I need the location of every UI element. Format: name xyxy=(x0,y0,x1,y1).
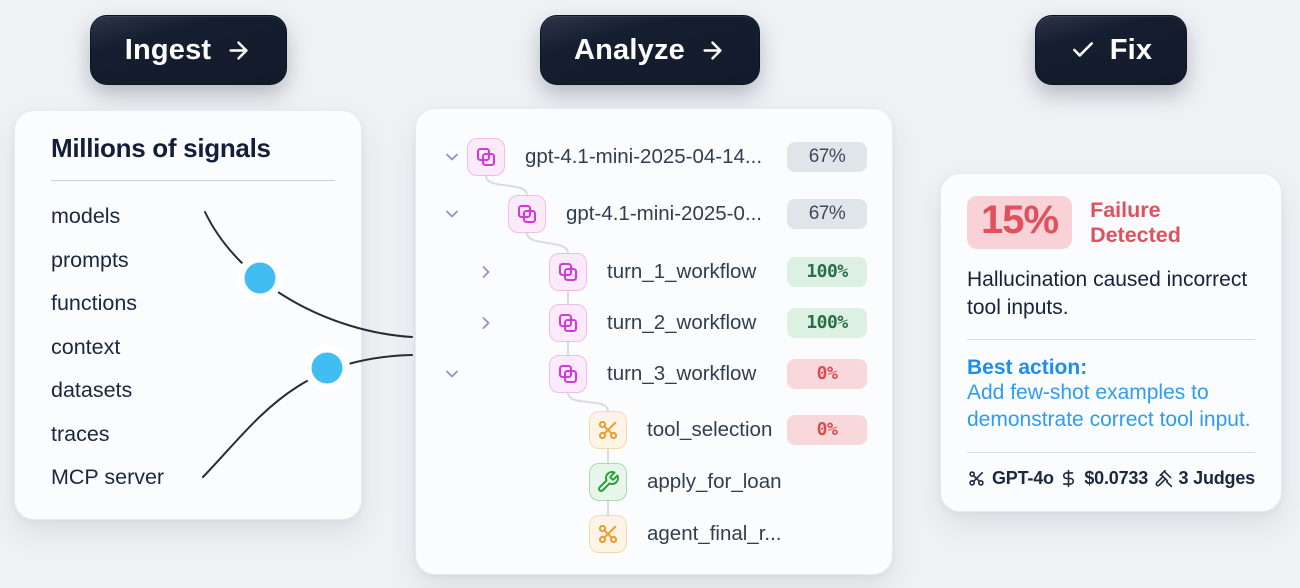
score-badge: 0% xyxy=(787,415,867,445)
branch-icon xyxy=(969,471,984,486)
failure-meta-row: GPT-4o $0.0733 3 Judges xyxy=(967,468,1255,489)
trace-tree-card: gpt-4.1-mini-2025-04-14... 67% gpt-4.1-m… xyxy=(415,108,893,575)
best-action-label: Best action: xyxy=(967,356,1088,380)
branch-icon xyxy=(589,515,627,553)
arrow-right-icon xyxy=(699,37,726,64)
signal-item-datasets: datasets xyxy=(51,378,133,402)
score-badge: 67% xyxy=(787,142,867,172)
tree-row[interactable]: gpt-4.1-mini-2025-04-14... 67% xyxy=(416,131,892,183)
failure-percent-badge: 15% xyxy=(967,196,1073,249)
tree-node-label: gpt-4.1-mini-2025-04-14... xyxy=(525,145,763,168)
score-badge: 100% xyxy=(787,308,867,338)
divider xyxy=(967,452,1255,454)
best-action-text: Add few-shot examples to demonstrate cor… xyxy=(967,381,1251,432)
signal-item-mcp-server: MCP server xyxy=(51,465,165,489)
score-badge: 100% xyxy=(787,257,867,287)
wrench-icon xyxy=(589,463,627,501)
signal-item-context: context xyxy=(51,334,121,359)
gavel-icon xyxy=(1155,469,1172,488)
tree-node-label: turn_3_workflow xyxy=(607,362,757,385)
signal-item-models: models xyxy=(51,204,121,228)
tree-row[interactable]: agent_final_r... xyxy=(416,508,892,560)
chevron-down-icon[interactable] xyxy=(442,147,462,167)
model-chip: GPT-4o xyxy=(967,468,1054,489)
tree-node-label: agent_final_r... xyxy=(647,522,782,545)
ingest-button[interactable]: Ingest xyxy=(90,15,287,85)
workflow-copy-icon xyxy=(549,304,587,342)
chevron-down-icon[interactable] xyxy=(442,364,462,384)
tree-row[interactable]: apply_for_loan xyxy=(416,456,892,508)
analyze-button[interactable]: Analyze xyxy=(540,15,760,85)
workflow-copy-icon xyxy=(467,138,505,176)
divider xyxy=(51,180,335,181)
workflow-copy-icon xyxy=(549,355,587,393)
fix-button[interactable]: Fix xyxy=(1035,15,1187,85)
workflow-copy-icon xyxy=(549,253,587,291)
cost-value: $0.0733 xyxy=(1084,468,1149,489)
failure-description: Hallucination caused incorrect tool inpu… xyxy=(967,268,1248,319)
signals-list: models prompts functions context dataset… xyxy=(41,195,335,500)
branch-icon xyxy=(589,411,627,449)
tree-row[interactable]: turn_1_workflow 100% xyxy=(416,246,892,298)
signals-card-title: Millions of signals xyxy=(51,133,271,163)
tree-node-label: turn_2_workflow xyxy=(607,311,757,334)
tree-row[interactable]: gpt-4.1-mini-2025-0... 67% xyxy=(416,188,892,240)
signals-card: Millions of signals models prompts funct… xyxy=(14,110,362,520)
fix-label: Fix xyxy=(1109,33,1153,66)
judges-count: 3 Judges xyxy=(1178,468,1256,489)
chevron-right-icon[interactable] xyxy=(476,313,496,333)
tree-row[interactable]: turn_2_workflow 100% xyxy=(416,297,892,349)
check-icon xyxy=(1070,37,1096,63)
chevron-right-icon[interactable] xyxy=(476,262,496,282)
tree-row[interactable]: tool_selection 0% xyxy=(416,404,892,456)
cost-chip: $0.0733 xyxy=(1059,468,1148,489)
signal-item-prompts: prompts xyxy=(51,247,129,272)
failure-label: Failure Detected xyxy=(1090,197,1181,247)
judges-chip: 3 Judges xyxy=(1154,468,1255,489)
dollar-sign-icon xyxy=(1063,469,1075,488)
tree-row[interactable]: turn_3_workflow 0% xyxy=(416,348,892,400)
tree-node-label: tool_selection xyxy=(647,418,773,441)
ingest-label: Ingest xyxy=(124,33,212,66)
analyze-label: Analyze xyxy=(574,33,685,66)
arrow-right-icon xyxy=(225,37,252,64)
signal-item-traces: traces xyxy=(51,421,110,446)
divider xyxy=(967,339,1255,341)
tree-node-label: gpt-4.1-mini-2025-0... xyxy=(566,202,762,225)
tree-node-label: apply_for_loan xyxy=(647,470,782,493)
signal-item-functions: functions xyxy=(51,291,138,315)
score-badge: 67% xyxy=(787,199,867,229)
failure-header: 15% Failure Detected xyxy=(967,196,1255,249)
chevron-down-icon[interactable] xyxy=(442,204,462,224)
failure-card: 15% Failure Detected Hallucination cause… xyxy=(940,173,1282,512)
model-name: GPT-4o xyxy=(992,468,1054,489)
workflow-copy-icon xyxy=(508,195,546,233)
tree-node-label: turn_1_workflow xyxy=(607,260,757,283)
score-badge: 0% xyxy=(787,359,867,389)
